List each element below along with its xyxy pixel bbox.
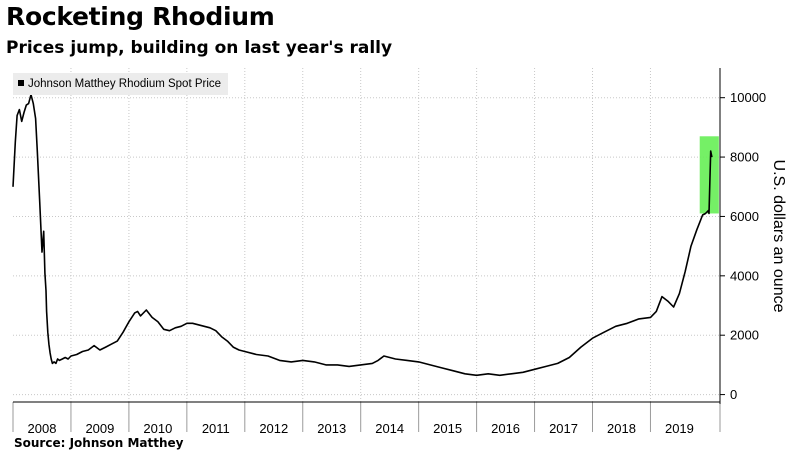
chart-subtitle: Prices jump, building on last year's ral… xyxy=(6,38,393,58)
y-tick-label: 6000 xyxy=(730,209,759,224)
y-tick-label: 4000 xyxy=(730,268,759,283)
axis-layer: 0 2000 4000 6000 8000 10000 2008 2009 2010 2011 20… xyxy=(12,68,766,436)
price-series-line xyxy=(12,93,713,377)
series-layer xyxy=(12,93,713,377)
y-tick-label: 10000 xyxy=(730,90,766,105)
x-tick-label: 2015 xyxy=(433,421,462,436)
x-tick-label: 2009 xyxy=(85,421,114,436)
x-tick-label: 2010 xyxy=(143,421,172,436)
y-axis-label: U.S. dollars an ounce xyxy=(770,160,787,313)
grid-layer xyxy=(13,68,720,402)
x-tick-label: 2017 xyxy=(549,421,578,436)
chart-title: Rocketing Rhodium xyxy=(6,2,275,31)
x-tick-label: 2016 xyxy=(491,421,520,436)
y-tick-label: 8000 xyxy=(730,150,759,165)
x-tick-label: 2012 xyxy=(259,421,288,436)
y-tick-label: 2000 xyxy=(730,328,759,343)
chart-legend: Johnson Matthey Rhodium Spot Price xyxy=(13,73,229,95)
x-tick-label: 2014 xyxy=(375,421,404,436)
source-note: Source: Johnson Matthey xyxy=(14,436,184,450)
x-tick-label: 2013 xyxy=(317,421,346,436)
y-tick-label: 0 xyxy=(730,387,737,402)
legend-label: Johnson Matthey Rhodium Spot Price xyxy=(28,78,222,90)
x-tick-label: 2011 xyxy=(202,421,230,436)
x-tick-label: 2018 xyxy=(607,421,636,436)
legend-swatch xyxy=(18,80,24,86)
x-tick-label: 2008 xyxy=(28,421,57,436)
x-tick-label: 2019 xyxy=(665,421,694,436)
